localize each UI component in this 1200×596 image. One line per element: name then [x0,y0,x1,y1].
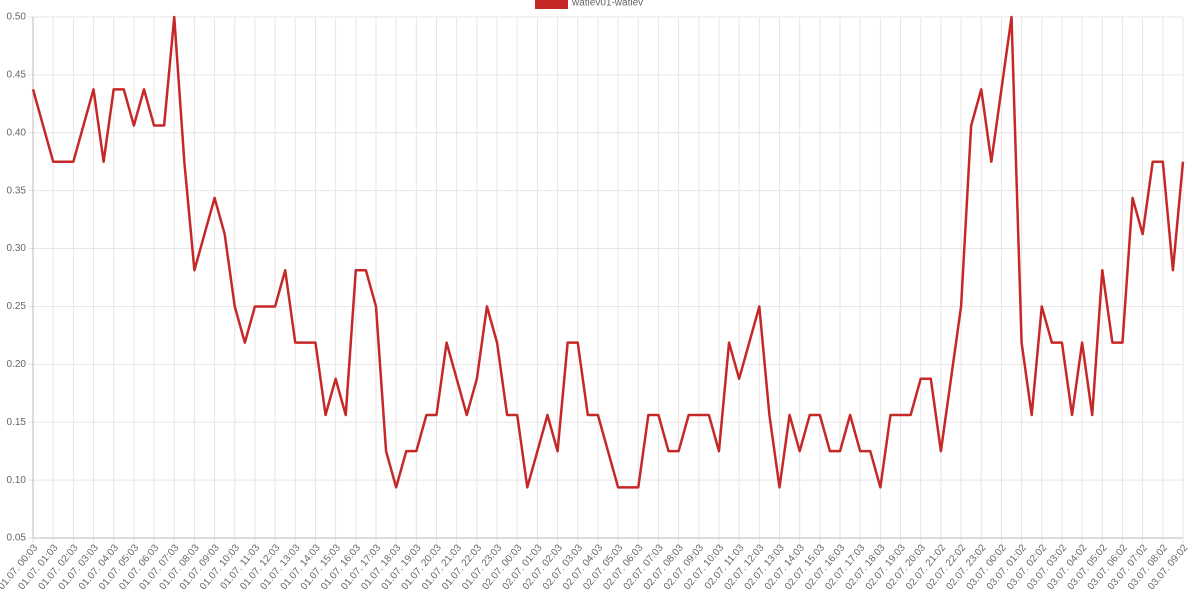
y-tick-label: 0.20 [7,359,27,370]
y-tick-label: 0.35 [7,185,27,196]
y-tick-label: 0.25 [7,301,27,312]
y-tick-label: 0.45 [7,70,27,81]
y-tick-label: 0.40 [7,127,27,138]
y-tick-label: 0.05 [7,533,27,544]
y-tick-label: 0.30 [7,243,27,254]
legend-label: watlev01-watlev [571,0,643,9]
y-tick-label: 0.10 [7,475,27,486]
y-tick-label: 0.50 [7,12,27,23]
y-tick-label: 0.15 [7,417,27,428]
data-line [31,15,1185,489]
legend-swatch [535,0,568,9]
